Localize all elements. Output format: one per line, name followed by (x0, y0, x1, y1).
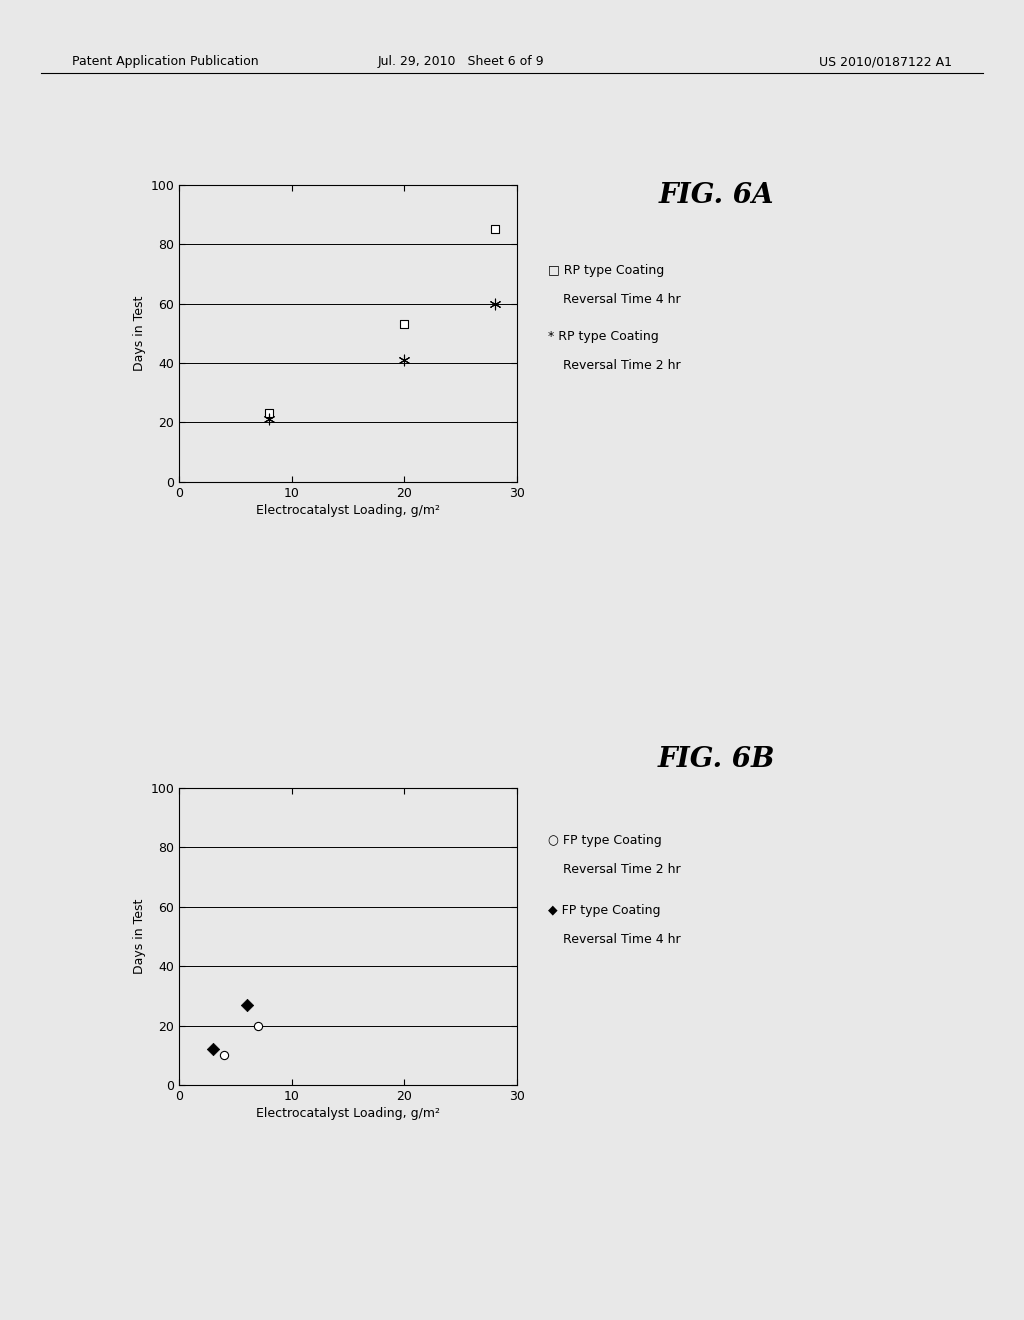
Y-axis label: Days in Test: Days in Test (133, 899, 146, 974)
Text: Reversal Time 2 hr: Reversal Time 2 hr (563, 863, 681, 876)
X-axis label: Electrocatalyst Loading, g/m²: Electrocatalyst Loading, g/m² (256, 1107, 440, 1121)
Point (396, 314, 413, 335)
Text: * RP type Coating: * RP type Coating (548, 330, 658, 343)
Point (239, 994, 255, 1015)
Text: □ RP type Coating: □ RP type Coating (548, 264, 665, 277)
Text: US 2010/0187122 A1: US 2010/0187122 A1 (819, 55, 952, 69)
Point (205, 1039, 221, 1060)
Text: FIG. 6B: FIG. 6B (658, 746, 775, 772)
Point (250, 1015, 266, 1036)
Point (216, 1045, 232, 1067)
Point (486, 293, 503, 314)
Y-axis label: Days in Test: Days in Test (133, 296, 146, 371)
Point (261, 403, 278, 424)
X-axis label: Electrocatalyst Loading, g/m²: Electrocatalyst Loading, g/m² (256, 504, 440, 517)
Text: Reversal Time 4 hr: Reversal Time 4 hr (563, 293, 681, 306)
Text: FIG. 6A: FIG. 6A (659, 182, 774, 209)
Point (396, 350, 413, 371)
Point (261, 409, 278, 430)
Text: ○ FP type Coating: ○ FP type Coating (548, 834, 662, 847)
Text: Reversal Time 4 hr: Reversal Time 4 hr (563, 933, 681, 946)
Text: Reversal Time 2 hr: Reversal Time 2 hr (563, 359, 681, 372)
Text: Patent Application Publication: Patent Application Publication (72, 55, 258, 69)
Point (486, 219, 503, 240)
Text: ◆ FP type Coating: ◆ FP type Coating (548, 904, 660, 917)
Text: Jul. 29, 2010   Sheet 6 of 9: Jul. 29, 2010 Sheet 6 of 9 (378, 55, 544, 69)
